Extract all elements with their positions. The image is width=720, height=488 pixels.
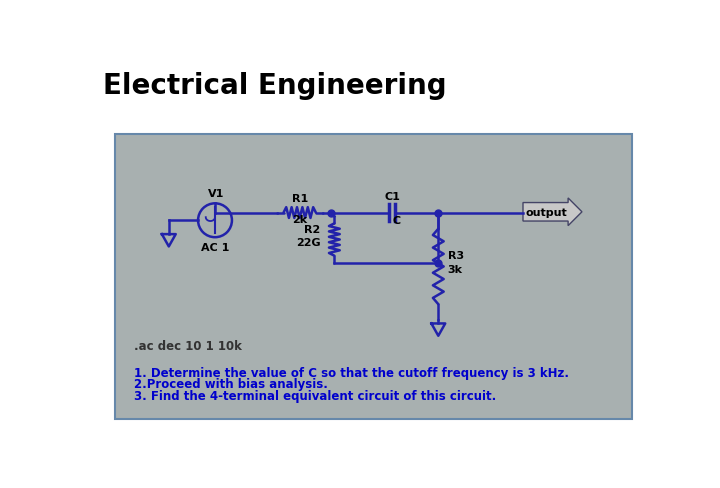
Text: .ac dec 10 1 10k: .ac dec 10 1 10k xyxy=(134,340,242,353)
Text: R1: R1 xyxy=(292,194,308,204)
Text: C1: C1 xyxy=(384,192,400,202)
Text: V1: V1 xyxy=(208,189,225,199)
FancyBboxPatch shape xyxy=(115,134,632,419)
Text: C: C xyxy=(392,216,401,226)
Text: output: output xyxy=(526,207,568,218)
Text: Electrical Engineering: Electrical Engineering xyxy=(104,72,447,101)
Text: 1. Determine the value of C so that the cutoff frequency is 3 kHz.: 1. Determine the value of C so that the … xyxy=(134,366,569,380)
Text: AC 1: AC 1 xyxy=(201,244,229,253)
Text: 2k: 2k xyxy=(292,215,307,224)
FancyBboxPatch shape xyxy=(523,198,582,225)
Text: R3: R3 xyxy=(448,251,464,261)
Text: 3. Find the 4-terminal equivalent circuit of this circuit.: 3. Find the 4-terminal equivalent circui… xyxy=(134,389,496,403)
Text: R2: R2 xyxy=(305,225,320,235)
Text: 22G: 22G xyxy=(296,238,320,248)
Text: 3k: 3k xyxy=(448,264,462,275)
Text: 2.Proceed with bias analysis.: 2.Proceed with bias analysis. xyxy=(134,378,328,391)
